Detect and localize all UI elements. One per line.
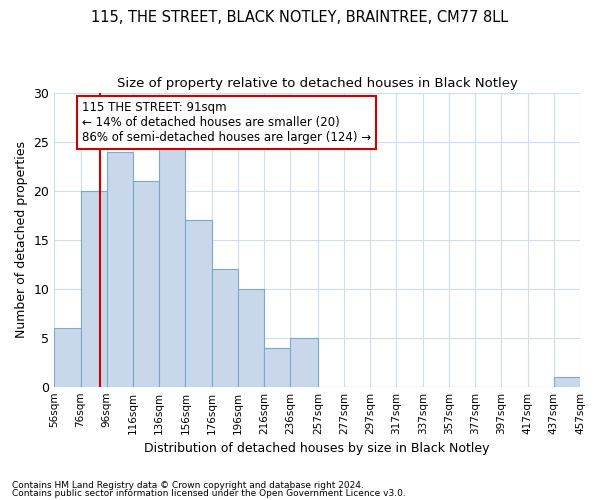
Text: Contains HM Land Registry data © Crown copyright and database right 2024.: Contains HM Land Registry data © Crown c… <box>12 481 364 490</box>
Text: 115, THE STREET, BLACK NOTLEY, BRAINTREE, CM77 8LL: 115, THE STREET, BLACK NOTLEY, BRAINTREE… <box>91 10 509 25</box>
Bar <box>185 220 212 386</box>
Text: 115 THE STREET: 91sqm
← 14% of detached houses are smaller (20)
86% of semi-deta: 115 THE STREET: 91sqm ← 14% of detached … <box>82 101 371 144</box>
Bar <box>212 269 238 386</box>
Bar <box>159 142 185 386</box>
Bar <box>554 377 580 386</box>
Bar <box>133 181 159 386</box>
Text: Contains public sector information licensed under the Open Government Licence v3: Contains public sector information licen… <box>12 488 406 498</box>
X-axis label: Distribution of detached houses by size in Black Notley: Distribution of detached houses by size … <box>145 442 490 455</box>
Bar <box>238 289 264 386</box>
Bar <box>107 152 133 386</box>
Bar <box>80 191 107 386</box>
Y-axis label: Number of detached properties: Number of detached properties <box>15 142 28 338</box>
Bar <box>54 328 80 386</box>
Bar <box>290 338 318 386</box>
Bar <box>264 348 290 387</box>
Title: Size of property relative to detached houses in Black Notley: Size of property relative to detached ho… <box>117 78 518 90</box>
